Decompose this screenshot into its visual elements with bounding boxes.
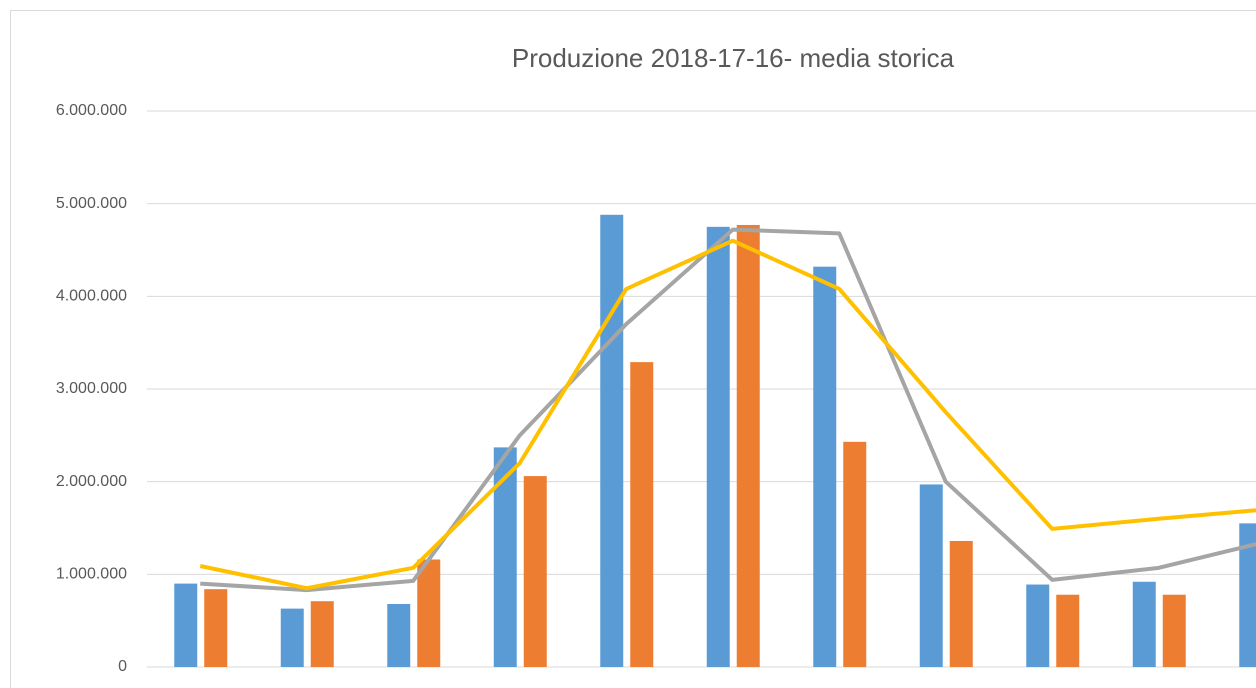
bar: [630, 362, 654, 667]
bar: [1162, 594, 1186, 667]
bar: [417, 559, 441, 667]
line: [200, 227, 1256, 593]
y-tick-label: 0: [118, 658, 127, 675]
bar: [1239, 523, 1256, 667]
y-tick-label: 5.000.000: [56, 195, 127, 212]
bar: [949, 540, 973, 667]
bar: [843, 441, 867, 667]
line: [199, 238, 1256, 591]
bar: [493, 447, 517, 667]
y-tick-label: 4.000.000: [56, 288, 127, 305]
bar: [813, 266, 837, 667]
y-tick-label: 6.000.000: [56, 102, 127, 119]
bar: [280, 608, 304, 667]
y-tick-label: 3.000.000: [56, 380, 127, 397]
bar: [736, 224, 760, 668]
bar: [600, 214, 624, 667]
bar: [310, 601, 334, 667]
bar: [523, 476, 547, 667]
bar: [174, 583, 198, 667]
bar: [1056, 594, 1080, 667]
chart-title: Produzione 2018-17-16- media storica: [512, 43, 955, 73]
bar: [204, 589, 228, 667]
bar: [387, 603, 411, 667]
y-tick-label: 2.000.000: [56, 473, 127, 490]
y-tick-label: 1.000.000: [56, 566, 127, 583]
bar: [1026, 584, 1050, 667]
bar: [1132, 581, 1156, 667]
bar: [706, 226, 730, 668]
bar: [919, 484, 943, 667]
